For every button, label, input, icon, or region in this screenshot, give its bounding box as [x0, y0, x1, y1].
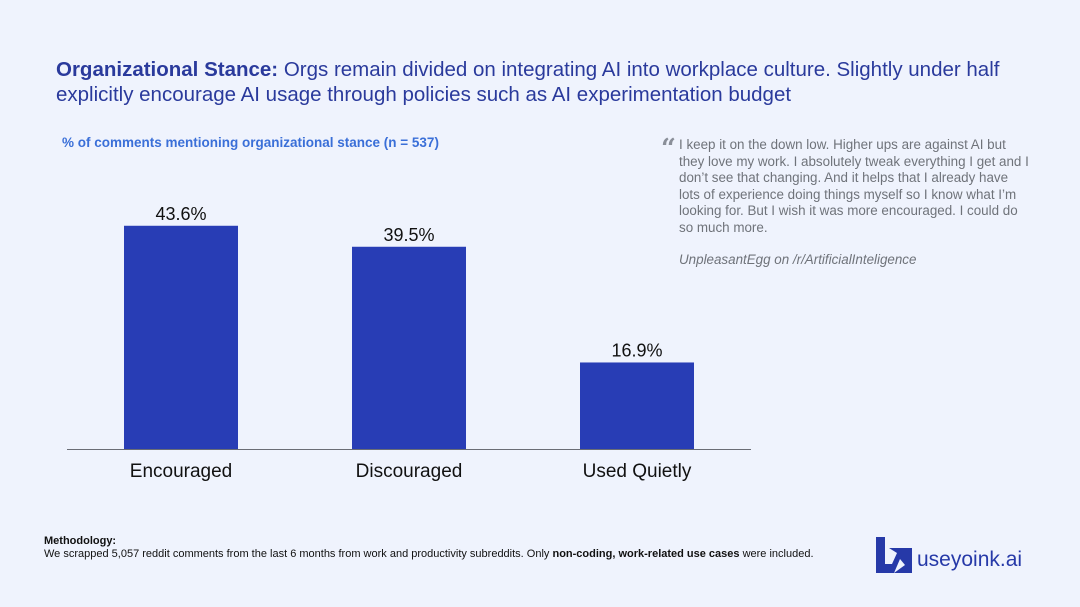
x-tick-label: Discouraged — [356, 461, 463, 482]
methodology-text-before: We scrapped 5,057 reddit comments from t… — [44, 548, 553, 560]
bar-value-label: 16.9% — [611, 340, 662, 360]
quote-mark-icon: “ — [661, 134, 676, 164]
bar-value-label: 39.5% — [383, 225, 434, 245]
quote-text: I keep it on the down low. Higher ups ar… — [679, 137, 1029, 235]
methodology-text-bold: non-coding, work-related use cases — [552, 548, 740, 560]
x-tick-label: Encouraged — [130, 461, 232, 482]
chart-title: % of comments mentioning organizational … — [62, 135, 439, 150]
title-rest: Orgs remain divided on integrating AI in… — [56, 58, 1000, 106]
methodology-heading: Methodology: — [44, 535, 117, 547]
bars-group: 43.6% Encouraged 39.5% Discouraged 16.9% Used… — [124, 204, 694, 482]
brand-name: useyoink.ai — [917, 548, 1023, 571]
methodology-text: We scrapped 5,057 reddit comments from t… — [44, 548, 814, 561]
bar-used-quietly — [580, 362, 694, 449]
quote-attribution: UnpleasantEgg on /r/ArtificialInteligenc… — [679, 252, 917, 267]
slide-title: Organizational Stance: Orgs remain divid… — [56, 57, 1036, 107]
bar-encouraged — [124, 225, 238, 449]
bar-chart: 43.6% Encouraged 39.5% Discouraged 16.9% Used… — [67, 204, 751, 482]
useyoink-logo-icon — [876, 537, 912, 573]
bar-discouraged — [352, 246, 466, 449]
x-tick-label: Used Quietly — [583, 461, 692, 482]
methodology-text-after: were included. — [739, 548, 814, 560]
title-bold: Organizational Stance: — [56, 58, 279, 81]
bar-value-label: 43.6% — [155, 204, 206, 224]
methodology: Methodology: We scrapped 5,057 reddit co… — [44, 535, 814, 561]
